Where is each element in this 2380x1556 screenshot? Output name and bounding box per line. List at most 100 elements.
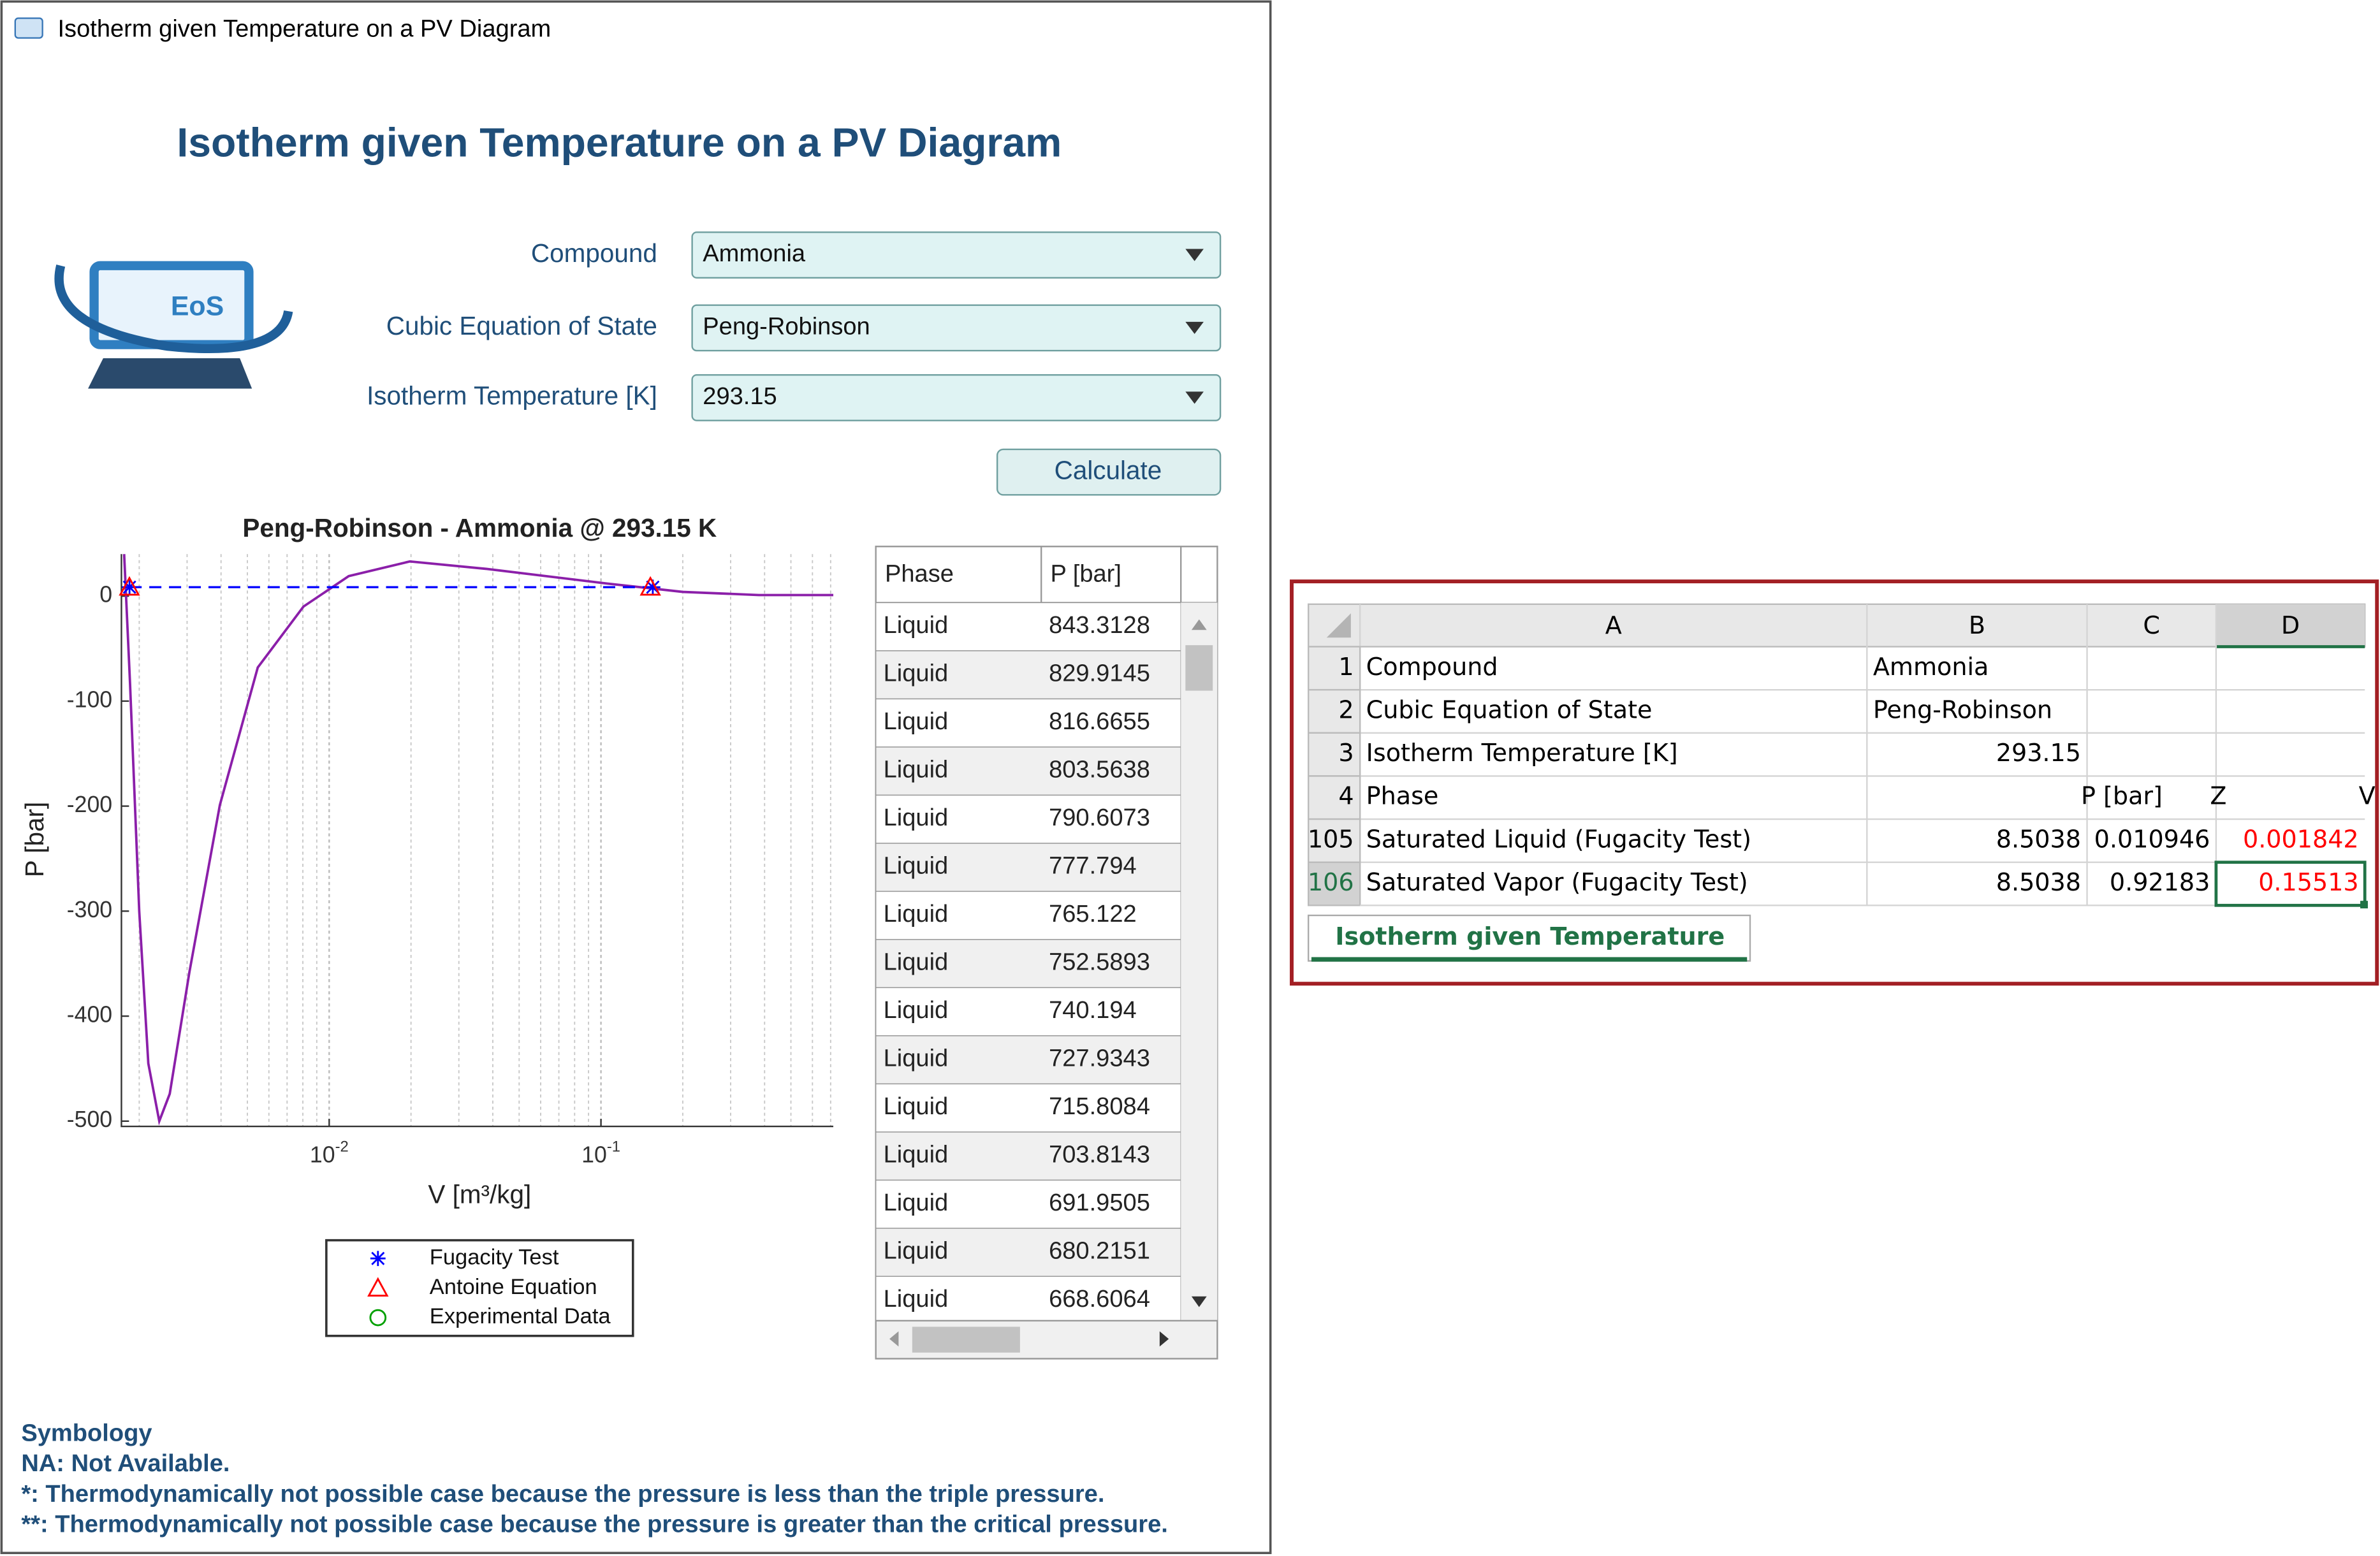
symbology-line: **: Thermodynamically not possible case …: [21, 1511, 1168, 1538]
calculate-button[interactable]: Calculate: [996, 448, 1222, 496]
window-title: Isotherm given Temperature on a PV Diagr…: [57, 16, 551, 43]
dropdown[interactable]: 293.15: [691, 374, 1222, 421]
sheet-cell: 8.5038: [1996, 825, 2081, 853]
y-tick-label: -300: [67, 897, 112, 922]
table-cell: 829.9145: [1049, 660, 1150, 687]
table-cell: Liquid: [884, 660, 949, 687]
button-label[interactable]: Calculate: [1055, 455, 1162, 484]
plot-area: [121, 554, 834, 1127]
logo-keyboard: [88, 358, 252, 389]
fill-handle: [2360, 901, 2368, 909]
sheet-row-number-cell: [1308, 688, 1361, 734]
scroll-left[interactable]: [889, 1331, 899, 1347]
table-cell: Liquid: [884, 901, 949, 927]
dropdown-box[interactable]: [691, 304, 1222, 352]
sheet-cell: Phase: [1366, 782, 1439, 810]
vertical-scrollbar[interactable]: [1181, 602, 1218, 1321]
table-cell: Liquid: [884, 949, 949, 976]
table-row: [875, 746, 1181, 796]
table-cell: 740.194: [1049, 997, 1137, 1024]
circle-marker: [369, 1309, 387, 1327]
heading: Isotherm given Temperature on a PV Diagr…: [177, 120, 1062, 166]
sheet-cell: 0.15513: [2258, 868, 2358, 896]
table-cell: Liquid: [884, 757, 949, 783]
x-axis-label: V [m³/kg]: [428, 1179, 531, 1209]
window-icon: [14, 17, 43, 39]
sheet-row-number: 2: [1338, 695, 1354, 723]
h-scroll-thumb[interactable]: [912, 1327, 1020, 1353]
logo: EoS: [54, 261, 293, 389]
active-cell[interactable]: [2214, 861, 2367, 907]
table-row: [875, 1083, 1181, 1133]
scroll-down[interactable]: [1191, 1296, 1207, 1307]
dropdown-value[interactable]: Ammonia: [703, 240, 806, 267]
legend-label: Fugacity Test: [430, 1245, 559, 1269]
scroll-thumb[interactable]: [1185, 645, 1213, 691]
y-tick-label: 0: [99, 582, 112, 607]
table-row: [875, 843, 1181, 892]
sheet-row-number: 105: [1308, 825, 1354, 853]
table-cell: 843.3128: [1049, 612, 1150, 639]
selected-column-header: [2216, 604, 2365, 647]
table-cell: Liquid: [884, 1189, 949, 1216]
sheet-cell: Ammonia: [1873, 653, 1989, 681]
sheet-cell: Saturated Liquid (Fugacity Test): [1366, 825, 1751, 853]
dropdown-value[interactable]: 293.15: [703, 383, 777, 410]
sheet-cell: 0.010946: [2094, 825, 2210, 853]
table-cell: Liquid: [884, 1238, 949, 1265]
sheet-tab[interactable]: Isotherm given Temperature: [1308, 914, 1751, 962]
table-row: [875, 1228, 1181, 1277]
field-label: Isotherm Temperature [K]: [367, 381, 657, 411]
symbology-line: *: Thermodynamically not possible case b…: [21, 1481, 1104, 1508]
table-header-bg: [875, 546, 1218, 604]
dropdown-box[interactable]: [691, 374, 1222, 421]
table-cell: 668.6064: [1049, 1286, 1150, 1312]
scroll-right[interactable]: [1159, 1331, 1169, 1347]
table-cell: Liquid: [884, 1286, 949, 1312]
sheet-header-row: [1308, 603, 2366, 648]
sheet-tab-label[interactable]: Isotherm given Temperature: [1335, 922, 1725, 950]
table-cell: 803.5638: [1049, 757, 1150, 783]
y-axis-label: P [bar]: [20, 802, 49, 878]
table-cell: 680.2151: [1049, 1238, 1150, 1265]
table-row: [875, 1179, 1181, 1229]
logo-swoosh: [54, 265, 293, 353]
dropdown-arrow[interactable]: [1185, 249, 1204, 261]
table-cell: 715.8084: [1049, 1093, 1150, 1120]
table-row: [875, 1276, 1181, 1325]
table-cell: Liquid: [884, 997, 949, 1024]
chart-title: Peng-Robinson - Ammonia @ 293.15 K: [242, 513, 717, 542]
sheet-cell: 0.001842: [2243, 825, 2359, 853]
sheet-row-number: 1: [1338, 653, 1354, 681]
table-row: [875, 987, 1181, 1036]
sheet-row-number-cell: [1308, 861, 1361, 906]
table-cell: Liquid: [884, 1093, 949, 1120]
scroll-up[interactable]: [1191, 619, 1207, 630]
dropdown[interactable]: Peng-Robinson: [691, 304, 1222, 352]
sheet-tab-box[interactable]: [1308, 914, 1751, 962]
table-row: [875, 939, 1181, 989]
sheet-cell: P [bar]: [2081, 782, 2163, 810]
star-marker: [645, 579, 661, 595]
y-tick-label: -400: [67, 1002, 112, 1028]
dropdown-arrow[interactable]: [1185, 391, 1204, 404]
table-cell: 790.6073: [1049, 804, 1150, 831]
dropdown-value[interactable]: Peng-Robinson: [703, 313, 870, 340]
table-cell: Liquid: [884, 853, 949, 880]
dropdown[interactable]: Ammonia: [691, 231, 1222, 279]
table-cell: Liquid: [884, 708, 949, 735]
x-tick-label: 10-2: [310, 1138, 349, 1168]
x-tick-exponent: -1: [607, 1138, 620, 1156]
axes: [120, 554, 834, 1128]
button-box[interactable]: [996, 448, 1222, 496]
legend-label: Antoine Equation: [430, 1275, 597, 1299]
table-row: [875, 1035, 1181, 1085]
sheet-row-number: 3: [1338, 739, 1354, 767]
star-marker: [370, 1251, 386, 1267]
dropdown-box[interactable]: [691, 231, 1222, 279]
dropdown-arrow[interactable]: [1185, 321, 1204, 334]
table-row: [875, 602, 1181, 651]
table-row: [875, 891, 1181, 940]
table-cell: Liquid: [884, 612, 949, 639]
